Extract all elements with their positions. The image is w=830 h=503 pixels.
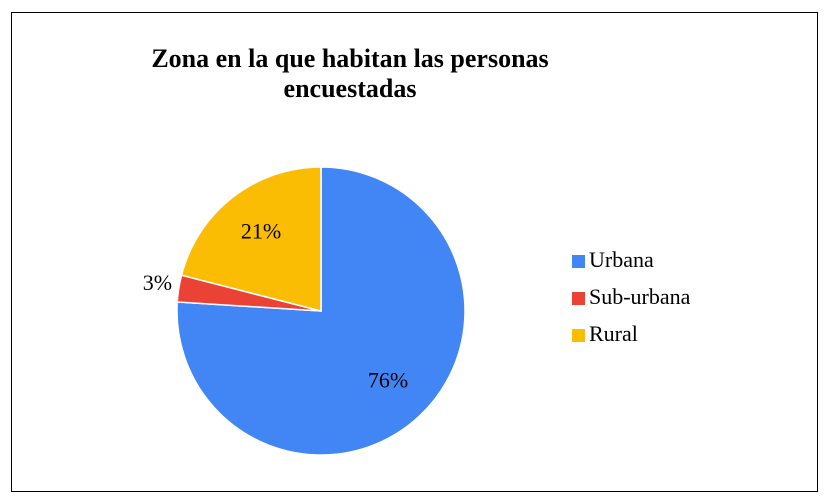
data-label: 3% xyxy=(143,270,172,295)
legend-swatch xyxy=(572,292,585,305)
chart-title: Zona en la que habitan las personas encu… xyxy=(151,44,549,103)
legend-swatch xyxy=(572,329,585,342)
data-label: 21% xyxy=(241,219,281,244)
legend-label: Rural xyxy=(589,321,638,346)
data-label: 76% xyxy=(368,367,408,392)
chart-frame xyxy=(11,12,818,492)
legend-label: Urbana xyxy=(589,247,654,272)
pie-slice xyxy=(176,166,466,456)
legend-label: Sub-urbana xyxy=(589,284,691,309)
pie-slice xyxy=(180,166,322,312)
legend-swatch xyxy=(572,255,585,268)
